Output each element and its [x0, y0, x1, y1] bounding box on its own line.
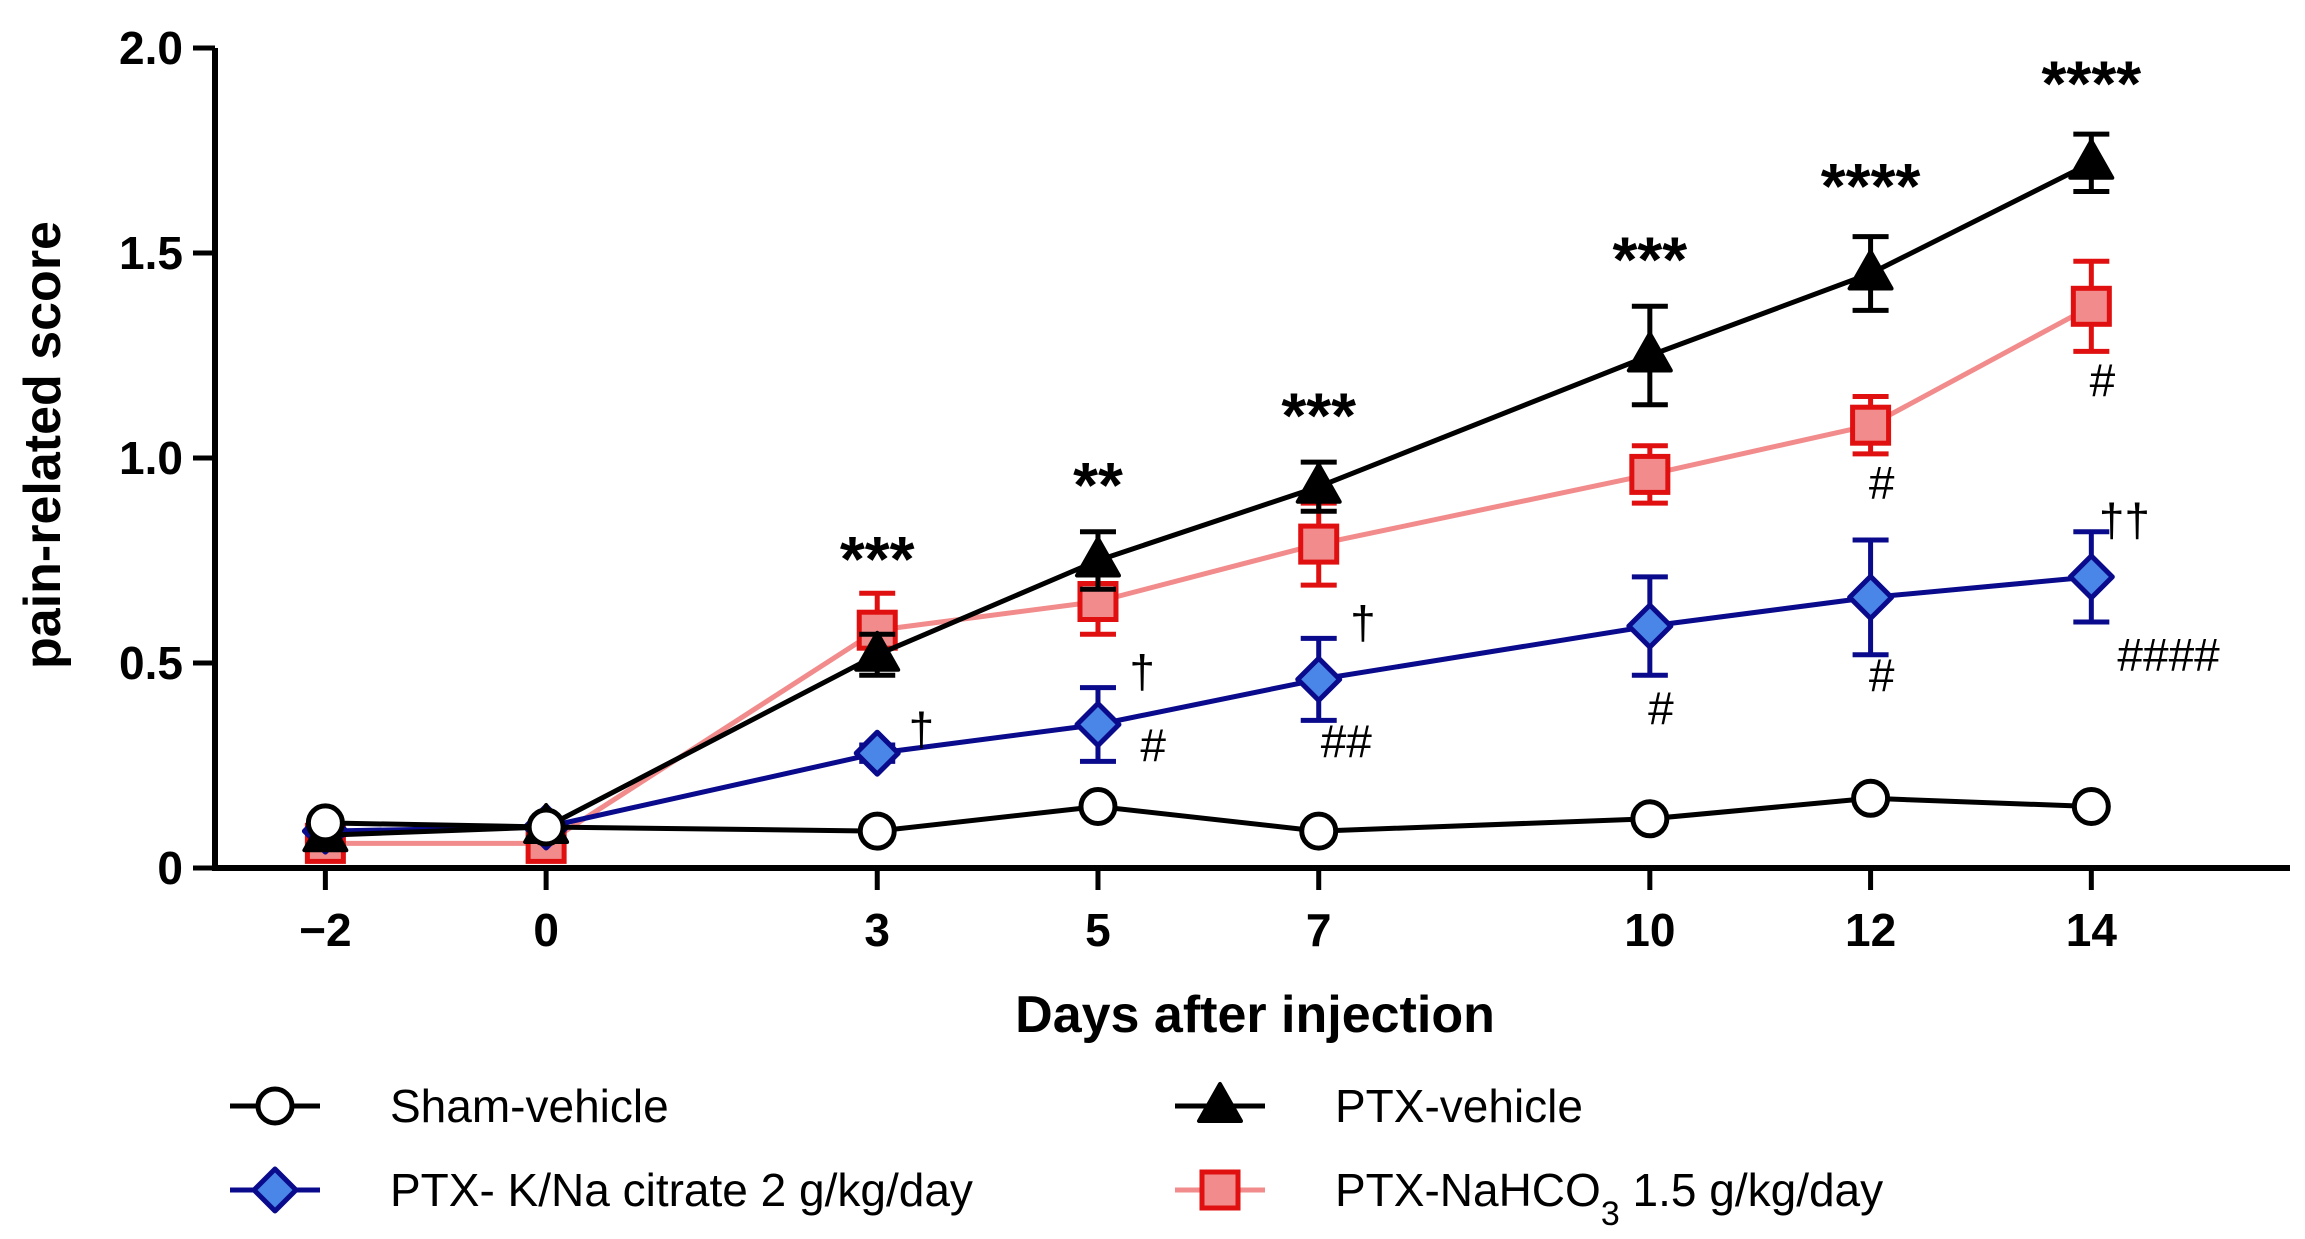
significance-annotation: ***: [1612, 224, 1687, 296]
significance-annotation: #: [1869, 650, 1895, 702]
data-point: [2070, 285, 2112, 327]
data-point: [1630, 799, 1670, 839]
data-point: [305, 803, 345, 843]
x-tick-label: 5: [1085, 904, 1111, 956]
significance-annotation: #: [1648, 683, 1674, 735]
series-line: [325, 160, 2093, 838]
data-point: [1295, 655, 1343, 703]
data-point: [2068, 138, 2115, 180]
data-point: [1295, 462, 1342, 504]
data-point: [1847, 573, 1895, 621]
significance-annotation: †: [1350, 596, 1376, 648]
significance-annotation: ####: [2117, 629, 2220, 681]
data-point: [1626, 602, 1674, 650]
data-point: [853, 729, 901, 777]
data-point: [1078, 787, 1118, 826]
legend-label: PTX- K/Na citrate 2 g/kg/day: [390, 1164, 973, 1216]
y-tick-label: 2.0: [119, 22, 183, 74]
series-line: [325, 795, 2092, 834]
legend-item: PTX-NaHCO3 1.5 g/kg/day: [1175, 1164, 1883, 1233]
axes: 0 0.5 1.0 1.5 2.0 −2 0 3 5 7 10 12 14: [119, 22, 2290, 956]
significance-annotation: #: [1140, 719, 1166, 771]
x-tick-label: 12: [1845, 904, 1896, 956]
legend-label: PTX-vehicle: [1335, 1080, 1583, 1132]
data-point: [1851, 778, 1891, 818]
legend-label: PTX-NaHCO3 1.5 g/kg/day: [1335, 1164, 1883, 1233]
significance-annotation: **: [1073, 449, 1123, 521]
y-tick-label: 0: [157, 842, 183, 894]
legend-marker-diamond-icon: [251, 1166, 299, 1214]
data-point: [1074, 701, 1122, 748]
y-tick-label: 0.5: [119, 637, 183, 689]
legend-item: PTX- K/Na citrate 2 g/kg/day: [230, 1164, 973, 1216]
data-point: [526, 807, 566, 847]
data-point: [1299, 811, 1339, 851]
series-line: [325, 304, 2093, 846]
x-tick-label: 0: [533, 904, 559, 956]
data-point: [1847, 249, 1894, 291]
significance-annotation: #: [1869, 457, 1895, 509]
series-layer: [301, 131, 2115, 864]
significance-annotation: ##: [1321, 715, 1373, 767]
x-tick-label: −2: [299, 904, 351, 956]
significance-annotation: ***: [1281, 380, 1356, 452]
annotations-layer: *******************†††††# #### ######: [840, 47, 2220, 771]
series-square: [304, 258, 2112, 864]
legend-item: PTX-vehicle: [1175, 1080, 1583, 1132]
data-point: [857, 811, 897, 851]
series-diamond: [301, 529, 2115, 855]
significance-annotation: †: [909, 703, 935, 755]
significance-annotation: †: [1129, 646, 1155, 698]
x-axis-title: Days after injection: [1015, 986, 1495, 1044]
series-line: [325, 574, 2092, 834]
legend-marker-triangle-icon: [1197, 1082, 1243, 1123]
data-point: [854, 630, 901, 672]
data-point: [1629, 453, 1671, 495]
y-tick-label: 1.5: [119, 227, 183, 279]
significance-annotation: ****: [2042, 47, 2142, 119]
series-circle: [305, 778, 2111, 851]
x-tick-label: 14: [2066, 904, 2118, 956]
x-tick-label: 3: [864, 904, 890, 956]
data-point: [2071, 787, 2111, 826]
significance-annotation: ††: [2099, 494, 2150, 546]
y-axis-title: pain-related score: [14, 221, 72, 669]
data-point: [1298, 523, 1340, 565]
legend: Sham-vehicle PTX-vehicle PTX- K/Na citrate…: [230, 1080, 1883, 1233]
significance-annotation: ***: [840, 523, 915, 595]
data-point: [1626, 331, 1673, 373]
significance-annotation: ****: [1821, 150, 1921, 222]
x-tick-label: 7: [1306, 904, 1332, 956]
data-point: [1074, 536, 1121, 578]
series-triangle: [302, 131, 2115, 853]
significance-annotation: #: [2090, 355, 2116, 407]
data-point: [2067, 553, 2115, 601]
data-point: [1850, 404, 1892, 446]
legend-item: Sham-vehicle: [230, 1080, 669, 1132]
legend-label: Sham-vehicle: [390, 1080, 669, 1132]
y-tick-label: 1.0: [119, 432, 183, 484]
legend-marker-square-icon: [1199, 1169, 1241, 1211]
x-tick-label: 10: [1624, 904, 1675, 956]
legend-marker-circle-icon: [255, 1086, 295, 1126]
